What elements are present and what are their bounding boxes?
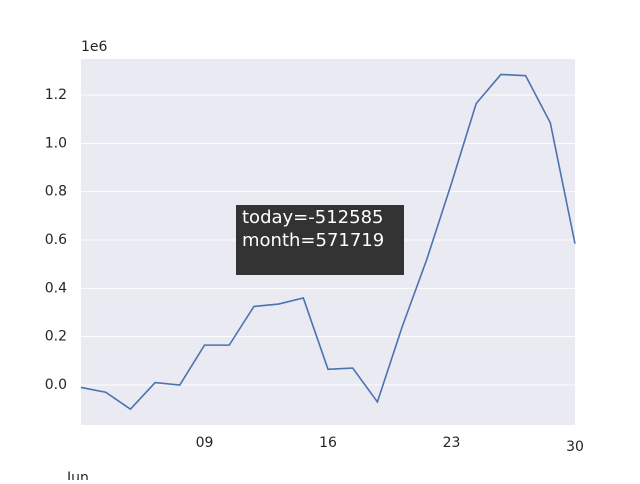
- x-month-label: Jun: [66, 470, 89, 480]
- x-tick-label: 16: [319, 435, 337, 451]
- y-tick-label: 1.0: [45, 135, 67, 151]
- y-tick-label: 0.8: [45, 184, 67, 200]
- y-tick-label: 0.0: [45, 377, 67, 393]
- annotation-text: today=-512585: [242, 207, 383, 228]
- x-tick-label: 23: [443, 435, 461, 451]
- y-tick-label: 0.4: [45, 280, 67, 296]
- y-tick-label: 0.2: [45, 329, 67, 345]
- x-tick-label: 09: [196, 435, 214, 451]
- y-tick-label: 0.6: [45, 232, 67, 248]
- x-tick-label: 30: [566, 439, 584, 455]
- annotation-text: month=571719: [242, 230, 384, 251]
- annotation-box: [236, 205, 404, 275]
- y-offset-label: 1e6: [81, 39, 108, 55]
- y-tick-label: 1.2: [45, 87, 67, 103]
- line: [80, 73, 576, 411]
